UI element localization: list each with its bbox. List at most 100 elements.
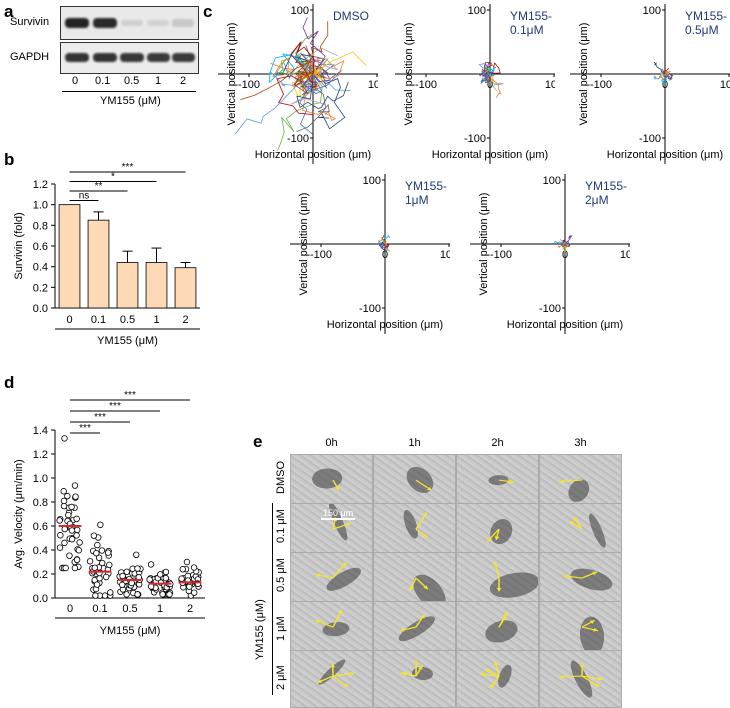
data-point-0 [67,553,73,559]
y-axis-label: Avg. Velocity (μm/min) [13,459,25,568]
trajectory-line [383,235,390,244]
x-tick-label: 0.1 [91,314,106,326]
data-point-0 [74,533,80,539]
x-axis-label: Horizontal position (μm) [255,149,371,161]
gapdh-band-2 [172,53,195,62]
x-tick-label: 100 [720,79,730,91]
migration-arrowhead [559,675,563,679]
y-tick-label: -100 [639,133,661,145]
x-tick-label: -100 [490,249,512,261]
data-point-1 [147,577,153,583]
x-tick-label: 0 [67,603,73,615]
y-axis-label: Vertical position (μm) [578,23,590,126]
subplot-title: DMSO [333,9,369,23]
y-tick-label: 0.4 [33,262,48,274]
x-tick-label: -100 [590,79,612,91]
migration-arrowhead [580,664,585,667]
survivin-band-0 [65,18,89,28]
data-point-0 [69,528,75,534]
blot-dose-0.5: 0.5 [124,75,139,87]
trajectory-plot-3: -200-1000100200-200-100100200YM155-0.5μM… [570,4,730,164]
y-tick-label: -100 [359,303,381,315]
panel-label-e: e [253,432,262,452]
data-point-0.1 [94,582,100,588]
x-axis-label: Horizontal position (μm) [432,149,548,161]
data-point-0.1 [105,550,111,556]
y-axis-label: Vertical position (μm) [226,23,238,126]
y-axis-label: Vertical position (μm) [298,193,310,296]
y-tick-label: 0.0 [33,593,48,605]
y-axis-label: Vertical position (μm) [478,193,490,296]
data-point-0.1 [98,522,104,528]
y-tick-label: 0.8 [33,220,48,232]
data-point-0 [62,540,68,546]
data-point-0 [74,557,80,563]
data-point-0 [62,526,68,532]
subplot-title-line2: 1μM [405,193,429,207]
x-tick-label: -100 [310,249,332,261]
data-point-1 [163,575,169,581]
timelapse-image [290,650,373,708]
trajectory-line [313,74,345,129]
data-point-0.1 [91,533,97,539]
subplot-title-line2: 0.1μM [510,23,544,37]
data-point-0 [61,488,67,494]
arrow-overlay [291,602,373,649]
arrow-overlay [540,602,622,649]
scale-bar: 150 μm [321,508,355,520]
y-tick-label: 1.2 [33,449,48,461]
data-point-2 [191,590,197,596]
x-tick-label: 100 [620,249,630,261]
y-tick-label: 100 [643,5,661,17]
timelapse-image [456,650,539,708]
blot-dose-0: 0 [72,75,78,87]
x-tick-label: 100 [368,79,378,91]
data-point-0.5 [135,566,141,572]
y-tick-label: 100 [291,5,309,17]
y-tick-label: -100 [539,303,561,315]
data-point-2 [184,559,190,565]
y-tick-label: -100 [287,133,309,145]
survivin-band-2 [172,19,194,27]
x-tick-label: -100 [238,79,260,91]
row-label-4: 2 μM [275,665,287,690]
group-bracket [272,503,273,695]
blot-dose-underline [62,91,196,92]
survivin-band-0.5 [121,20,143,26]
y-tick-label: 0.4 [33,545,48,557]
x-axis-label: Horizontal position (μm) [327,319,443,331]
gapdh-band-0.1 [93,53,117,62]
y-tick-label: -100 [464,133,486,145]
gapdh-band-strip [60,42,199,74]
data-point-0.5 [119,582,125,588]
x-tick-label: 2 [182,314,188,326]
trajectory-plot-1: -200-1000100200-200-100100200DMSOVertica… [218,4,378,164]
y-tick-label: 100 [468,5,486,17]
y-axis-label: Survivin (fold) [13,212,25,279]
y-tick-label: 0.0 [33,303,48,315]
timelapse-image [373,650,456,708]
data-point-0.1 [94,550,100,556]
x-tick-label: 2 [187,603,193,615]
migration-arrowhead [559,479,564,483]
row-label-3: 1 μM [275,616,287,641]
bar-0.5 [117,263,138,308]
x-tick-label: 100 [545,79,555,91]
data-point-0 [66,512,72,518]
data-point-2 [191,565,197,571]
x-tick-label: 100 [440,249,450,261]
arrow-overlay [457,602,539,649]
time-header-3h: 3h [539,437,622,449]
y-tick-label: 100 [363,175,381,187]
data-point-1 [160,591,166,597]
trajectory-line [654,62,665,74]
y-tick-label: 1.0 [33,200,48,212]
y-tick-label: 0.6 [33,241,48,253]
y-tick-label: 0.2 [33,569,48,581]
y-tick-label: 100 [543,175,561,187]
y-tick-label: 1.4 [33,425,48,437]
significance-label: * [111,172,115,183]
data-point-0 [57,545,63,551]
